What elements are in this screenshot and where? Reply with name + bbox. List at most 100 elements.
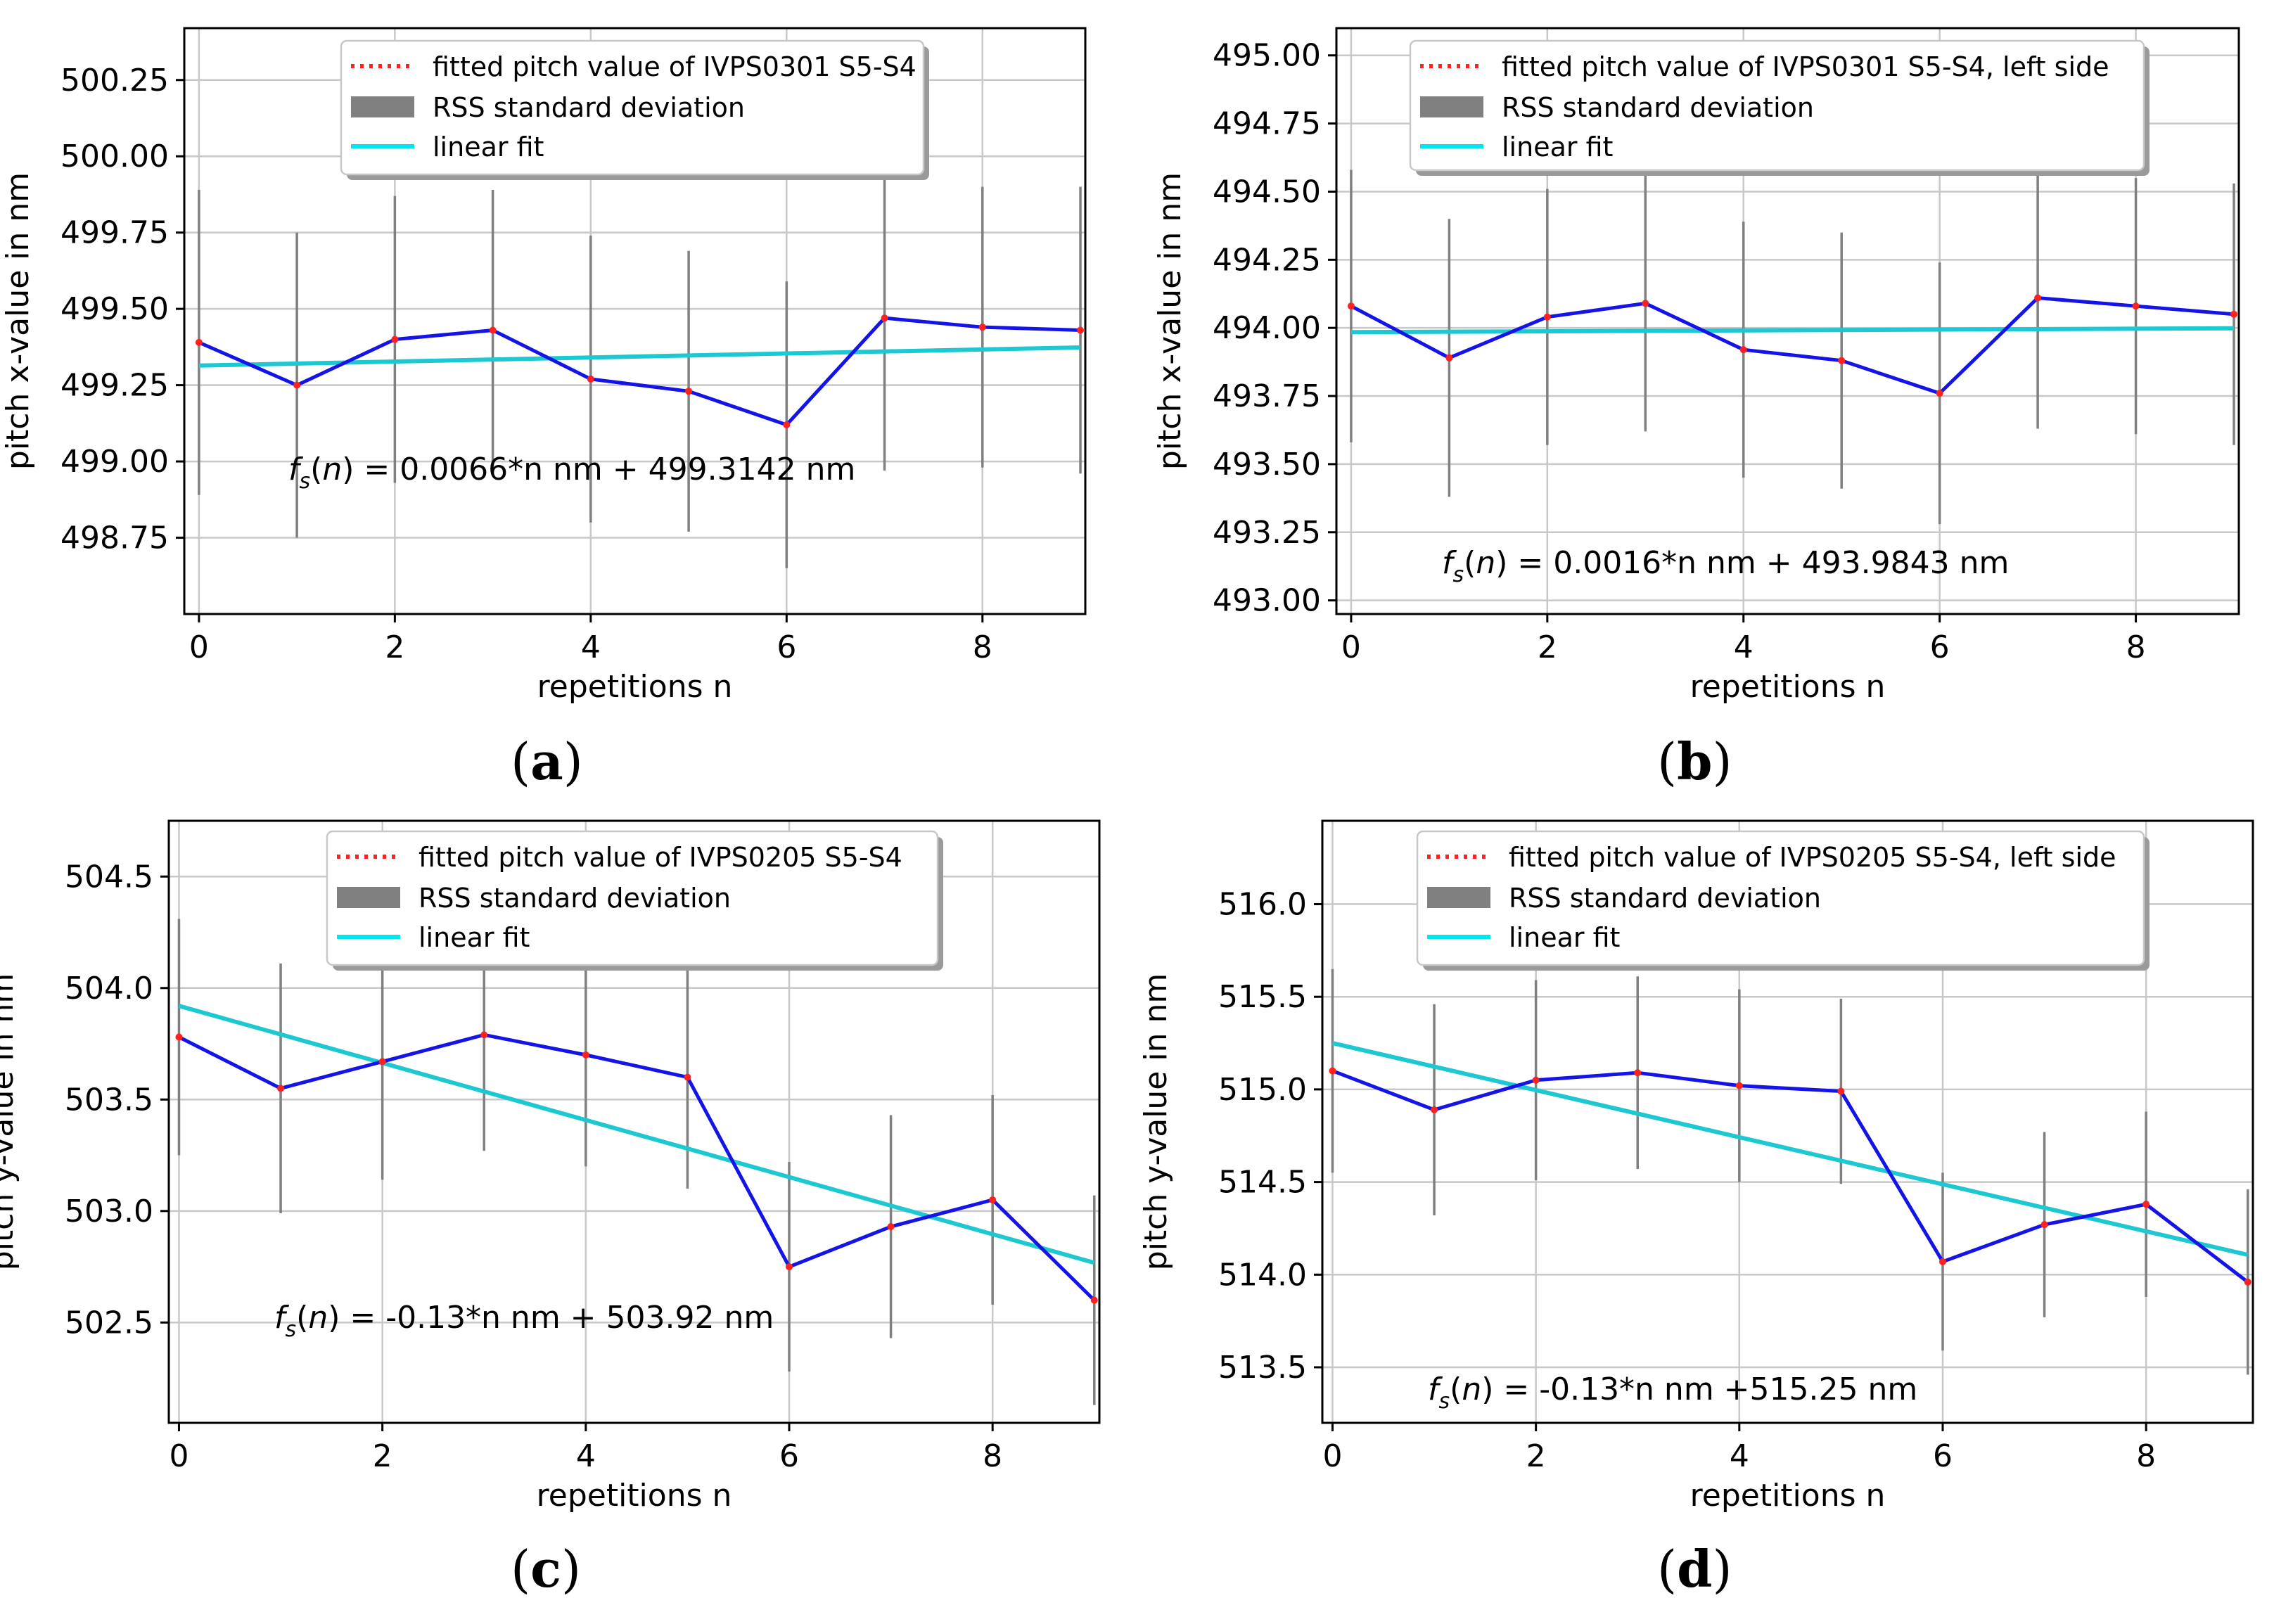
y-tick-label: 500.00 [60, 139, 169, 174]
data-point [277, 1085, 285, 1092]
y-tick-label: 494.75 [1213, 106, 1321, 142]
fit-line [198, 345, 1081, 368]
equation-subscript: s [300, 469, 311, 494]
data-point [195, 338, 203, 346]
x-axis-label: repetitions n [537, 1478, 732, 1514]
y-tick-label: 513.5 [1218, 1350, 1307, 1386]
legend-box [1416, 830, 2145, 966]
data-point [391, 335, 399, 343]
equation-rhs: = -0.13*n nm +515.25 nm [1493, 1372, 1917, 1407]
data-line [1331, 1069, 2249, 1284]
legend-entry: fitted pitch value of IVPS0301 S5-S4, le… [1502, 51, 2109, 82]
equation-rhs: = -0.13*n nm + 503.92 nm [340, 1300, 774, 1336]
y-axis-label: pitch y-value in nm [1138, 973, 1174, 1270]
x-tick-label: 6 [1930, 629, 1950, 665]
x-axis-label: repetitions n [1690, 1478, 1886, 1514]
data-point [1090, 1296, 1098, 1304]
y-tick-label: 495.00 [1213, 38, 1321, 74]
panel-label-c: (c) [511, 1539, 582, 1599]
legend-box [340, 39, 925, 176]
y-tick-label: 503.5 [65, 1082, 153, 1118]
legend-entry: RSS standard deviation [419, 883, 731, 914]
legend: fitted pitch value of IVPS0205 S5-S4 RSS … [326, 830, 943, 971]
fit-equation: fs(n) = -0.13*n nm +515.25 nm [1428, 1372, 1917, 1414]
x-tick-label: 4 [1734, 629, 1754, 665]
y-tick-label: 499.00 [60, 444, 169, 480]
data-point [2244, 1278, 2251, 1286]
legend-entry: linear fit [1509, 922, 1620, 953]
data-point [783, 421, 791, 429]
y-tick-label: 502.5 [65, 1305, 153, 1341]
legend-entry: RSS standard deviation [433, 92, 745, 123]
data-point [989, 1196, 997, 1203]
data-point [1739, 346, 1747, 354]
x-tick-label: 0 [1322, 1438, 1342, 1474]
x-tick-label: 0 [189, 629, 209, 665]
x-tick-label: 8 [2136, 1438, 2156, 1474]
plot-frame [167, 819, 1101, 1424]
equation-paren-close: ) [1495, 545, 1507, 581]
data-point [1634, 1069, 1642, 1077]
data-point [2132, 302, 2140, 310]
equation-rhs: = 0.0016*n nm + 493.9843 nm [1507, 545, 2009, 581]
legend: fitted pitch value of IVPS0301 S5-S4 RSS … [340, 39, 929, 180]
data-point [1936, 390, 1943, 397]
equation-variable: n [1476, 545, 1495, 581]
x-tick-label: 4 [1730, 1438, 1749, 1474]
legend-entry: fitted pitch value of IVPS0301 S5-S4 [433, 51, 916, 82]
equation-subscript: s [1453, 563, 1464, 587]
equation-paren-close: ) [328, 1300, 340, 1336]
data-point [786, 1263, 793, 1271]
data-point [1939, 1258, 1946, 1265]
panel-label-d: (d) [1657, 1539, 1732, 1599]
y-tick-label: 493.75 [1213, 378, 1321, 414]
data-point [587, 375, 594, 383]
plot-frame [1335, 27, 2240, 615]
data-point [1445, 354, 1453, 362]
fit-line [1331, 1041, 2249, 1258]
plot-frame [183, 27, 1087, 615]
equation-subscript: s [1439, 1389, 1450, 1414]
y-tick-label: 504.5 [65, 859, 153, 895]
legend: fitted pitch value of IVPS0205 S5-S4, le… [1416, 830, 2150, 971]
chart-panel-d: 0 2 4 6 8 513.5 514.0 514.5 515.0 515.5 516.0 repet… [1138, 819, 2254, 1514]
data-point [480, 1031, 488, 1039]
legend-entry: RSS standard deviation [1502, 92, 1814, 123]
x-axis-label: repetitions n [1690, 669, 1886, 705]
data-point [293, 381, 301, 389]
equation-paren-open: ( [1450, 1372, 1462, 1407]
data-point [175, 1033, 183, 1041]
x-tick-label: 6 [777, 629, 796, 665]
fit-line [1350, 326, 2235, 335]
chart-panel-a: 0 2 4 6 8 498.75 499.00 499.25 499.50 499.75 500.0… [0, 27, 1087, 705]
legend-box [1409, 39, 2145, 172]
data-point [881, 314, 888, 322]
legend-box [326, 830, 939, 966]
panel-label-b: (b) [1657, 731, 1732, 791]
y-tick-label: 515.0 [1218, 1072, 1307, 1108]
data-point [887, 1223, 895, 1231]
equation-paren-close: ) [1481, 1372, 1493, 1407]
data-point [978, 324, 986, 331]
data-point [1431, 1106, 1438, 1113]
y-tick-label: 498.75 [60, 520, 169, 556]
legend-entry: fitted pitch value of IVPS0205 S5-S4 [419, 842, 902, 873]
x-tick-label: 4 [576, 1438, 596, 1474]
y-tick-label: 494.00 [1213, 310, 1321, 346]
y-tick-label: 493.50 [1213, 447, 1321, 482]
equation-variable: n [308, 1300, 328, 1336]
data-point [1642, 300, 1649, 307]
legend-entry: linear fit [1502, 132, 1613, 162]
x-tick-label: 8 [2126, 629, 2146, 665]
panel-label-a: (a) [511, 731, 583, 791]
data-point [2040, 1221, 2048, 1229]
y-tick-label: 499.75 [60, 215, 169, 251]
x-tick-label: 2 [373, 1438, 392, 1474]
data-point [2142, 1201, 2150, 1208]
data-point [378, 1058, 386, 1066]
plot-frame [1321, 819, 2254, 1424]
data-point [1543, 313, 1551, 321]
legend: fitted pitch value of IVPS0301 S5-S4, le… [1409, 39, 2150, 176]
legend-entry: linear fit [419, 922, 530, 953]
